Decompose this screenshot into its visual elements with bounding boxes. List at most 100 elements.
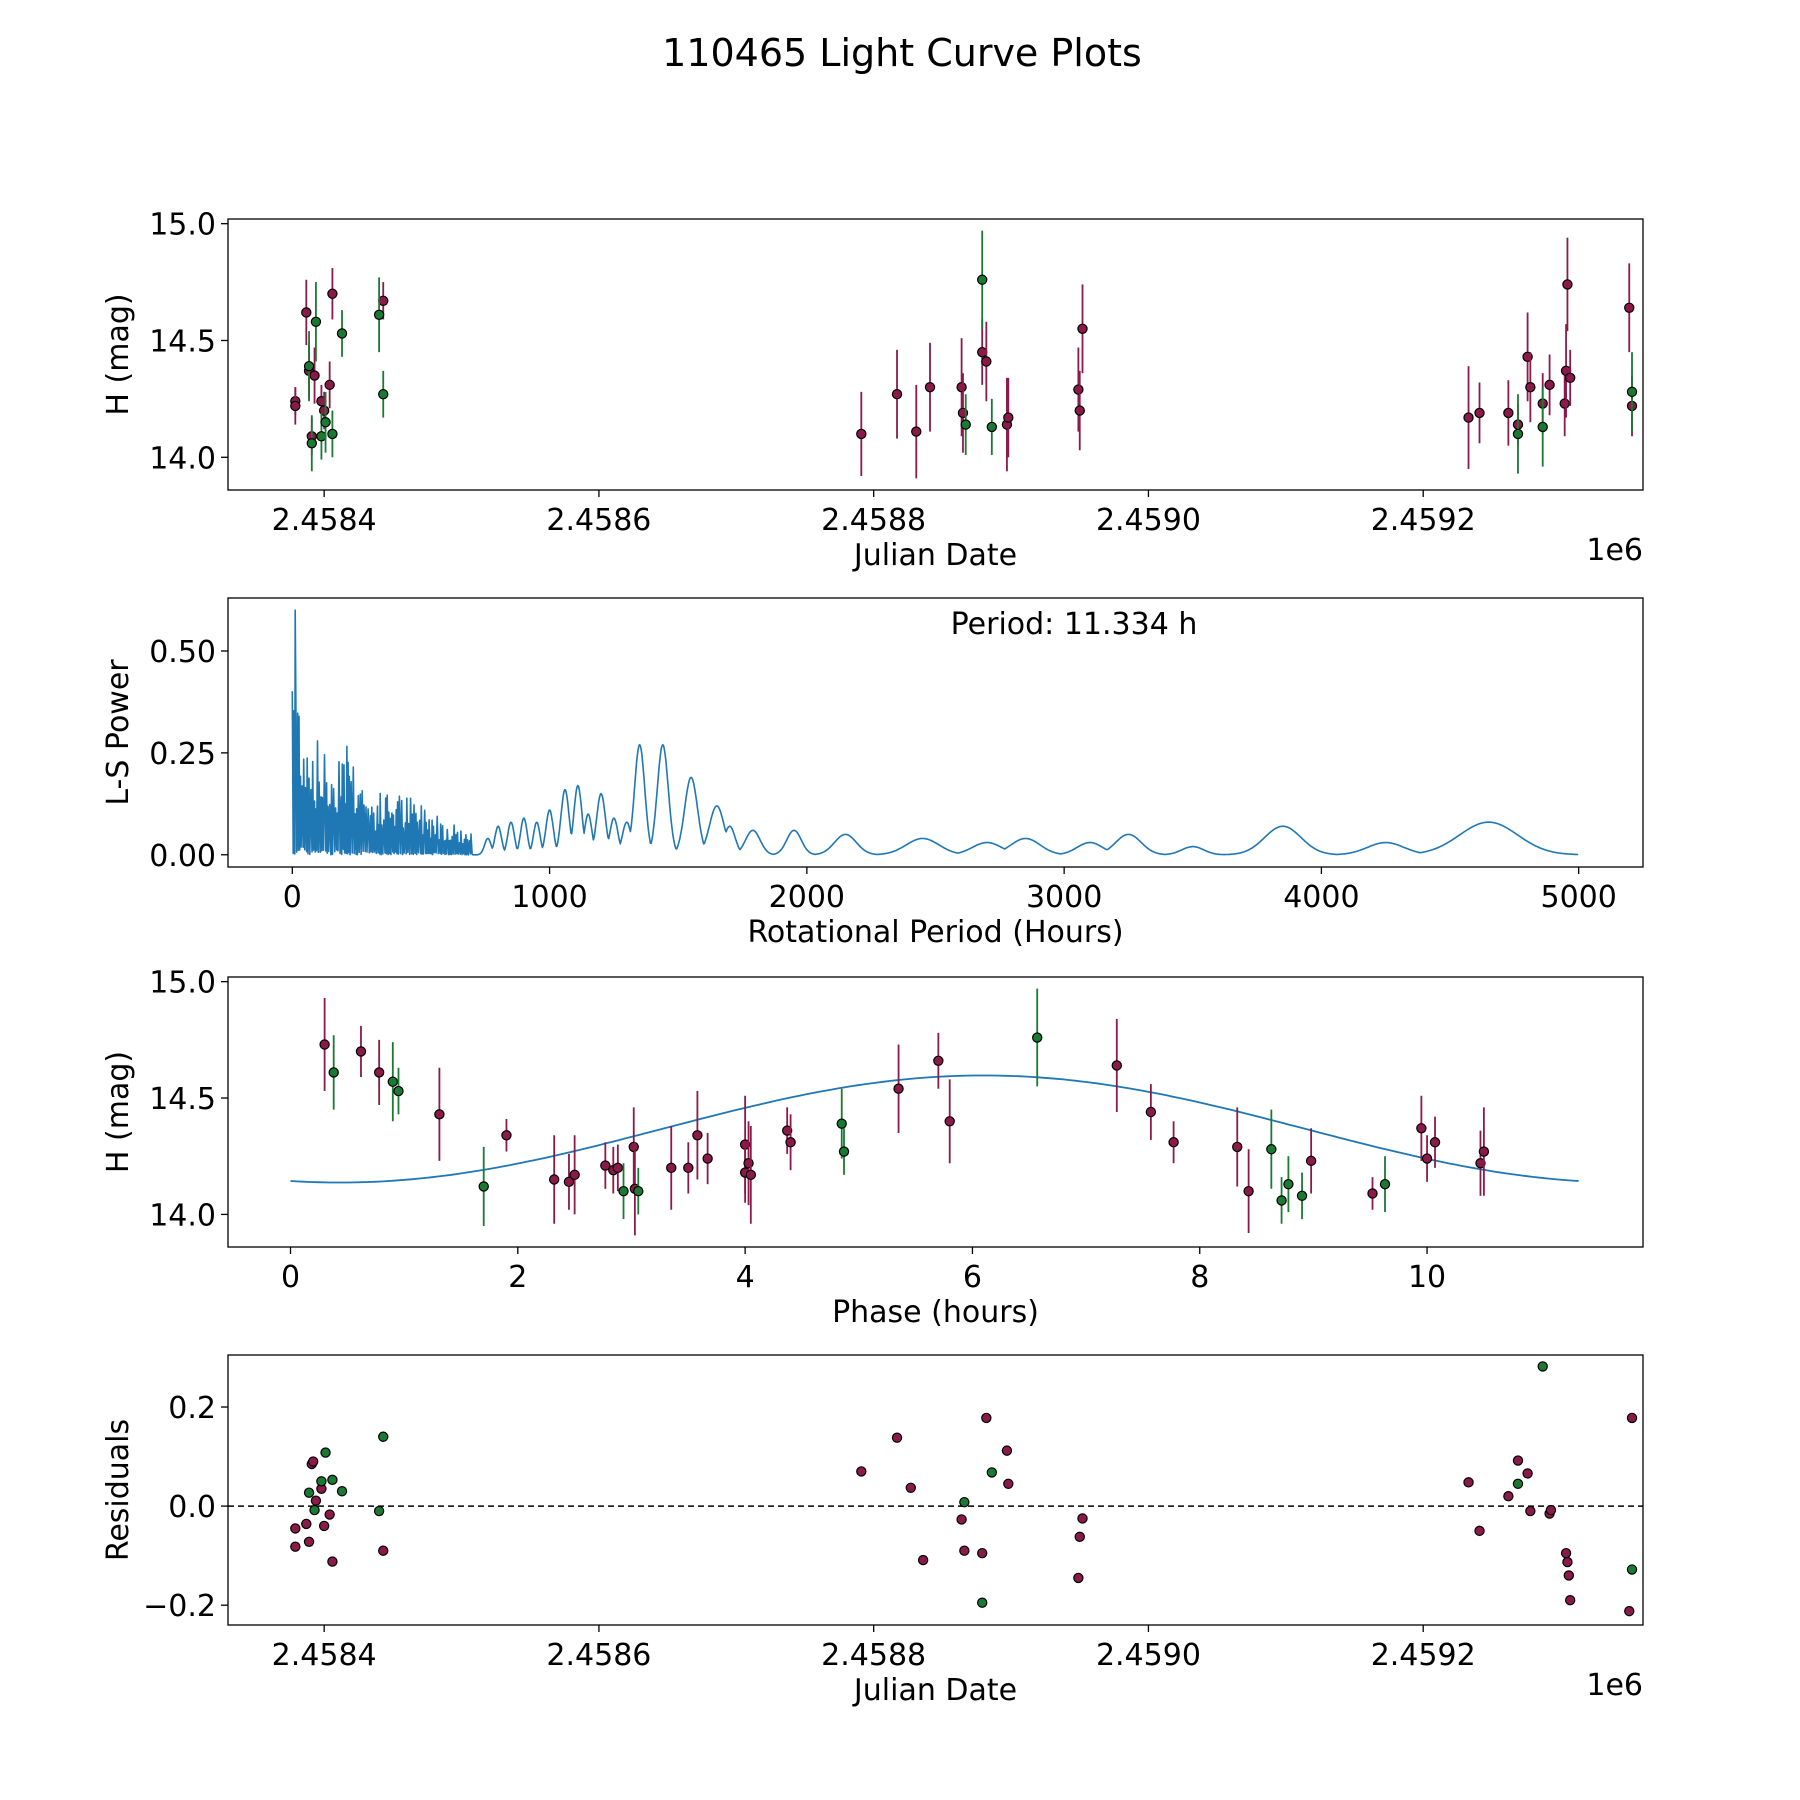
data-point <box>933 1055 944 1066</box>
data-point <box>320 1447 331 1458</box>
data-point <box>501 1130 512 1141</box>
data-point <box>1537 1361 1548 1372</box>
data-point <box>1073 1572 1084 1584</box>
data-point <box>1077 323 1088 335</box>
data-point <box>924 382 936 393</box>
data-point <box>959 1496 970 1508</box>
data-point <box>327 1556 338 1567</box>
x-axis-label: Rotational Period (Hours) <box>747 915 1123 950</box>
data-point <box>1560 1547 1572 1559</box>
y-tick-label: 0.25 <box>149 737 216 772</box>
data-point <box>981 356 992 367</box>
x-offset-label: 1e6 <box>1586 1668 1643 1703</box>
y-tick-label: 14.0 <box>149 1198 216 1233</box>
data-point <box>781 1125 793 1136</box>
data-point <box>743 1158 754 1169</box>
data-point <box>1266 1144 1277 1155</box>
data-point <box>318 1520 330 1532</box>
periodogram-line <box>291 609 1579 856</box>
data-point <box>1564 372 1576 384</box>
x-offset-label: 1e6 <box>1586 533 1643 568</box>
data-point <box>1624 1605 1635 1617</box>
data-point <box>548 1174 560 1185</box>
series-1 <box>290 1412 1638 1617</box>
data-point <box>327 288 338 299</box>
y-tick-label: 14.0 <box>149 441 216 476</box>
data-point <box>1003 1478 1014 1490</box>
data-point <box>633 1185 644 1197</box>
data-point <box>702 1153 713 1164</box>
data-point <box>1512 1455 1524 1466</box>
x-tick-label: 1000 <box>511 880 587 915</box>
y-axis-label: H (mag) <box>101 1051 136 1173</box>
data-point <box>373 309 385 320</box>
data-point <box>324 379 335 391</box>
x-tick-label: 2 <box>508 1260 527 1295</box>
data-point <box>301 1518 312 1530</box>
y-tick-label: −0.2 <box>143 1589 216 1624</box>
data-point <box>666 1162 677 1174</box>
x-tick-label: 2.4592 <box>1371 1638 1476 1673</box>
data-point <box>373 1067 385 1078</box>
x-tick-label: 2.4590 <box>1096 1638 1201 1673</box>
plot-frame <box>227 1354 1644 1626</box>
data-point <box>838 1146 850 1157</box>
data-point <box>306 438 318 449</box>
data-point <box>893 1083 904 1094</box>
y-tick-label: 0.2 <box>168 1391 216 1426</box>
data-point <box>1478 1146 1490 1157</box>
data-point <box>1073 384 1084 395</box>
data-point <box>1562 279 1573 290</box>
figure-title: 110465 Light Curve Plots <box>662 31 1142 75</box>
x-tick-label: 2.4586 <box>546 1638 651 1673</box>
data-point <box>327 1474 338 1486</box>
x-tick-label: 0 <box>283 880 302 915</box>
periodogram-panel: 0 1000 2000 3000 4000 5000 0.00 0.25 0.50 Rotatio… <box>101 597 1644 950</box>
light-curve-panel: 2.4584 2.4586 2.4588 2.4590 2.4592 14.0 14.5 15… <box>101 208 1644 573</box>
data-point <box>612 1162 624 1174</box>
data-point <box>1626 386 1638 398</box>
data-point <box>1563 1570 1575 1581</box>
data-point <box>1463 1477 1474 1488</box>
y-axis-label: Residuals <box>101 1419 136 1561</box>
sine-fit-line <box>290 1074 1579 1184</box>
data-point <box>303 1536 315 1547</box>
x-tick-label: 2.4584 <box>272 1638 377 1673</box>
x-tick-label: 4000 <box>1283 880 1359 915</box>
data-point <box>318 405 330 416</box>
x-tick-label: 2.4592 <box>1371 503 1476 538</box>
data-point <box>1145 1106 1157 1118</box>
data-point <box>977 274 988 285</box>
data-point <box>434 1109 445 1120</box>
data-point <box>307 1456 319 1467</box>
data-point <box>319 1039 330 1050</box>
data-point <box>569 1169 580 1181</box>
data-point <box>1429 1137 1441 1148</box>
data-point <box>1463 412 1474 423</box>
x-tick-label: 2000 <box>769 880 845 915</box>
x-tick-label: 2.4588 <box>821 1638 926 1673</box>
data-point <box>309 370 320 381</box>
y-tick-label: 14.5 <box>149 324 216 359</box>
period-annotation: Period: 11.334 h <box>951 607 1198 642</box>
data-point <box>856 1466 867 1477</box>
plot-frame <box>227 597 1644 868</box>
data-point <box>336 328 348 339</box>
data-point <box>1474 1525 1485 1537</box>
y-tick-label: 15.0 <box>149 208 216 243</box>
data-point <box>1512 428 1524 440</box>
data-point <box>290 1523 301 1534</box>
data-point <box>393 1085 404 1097</box>
data-point <box>692 1130 703 1141</box>
plot-frame <box>227 976 1644 1248</box>
data-point <box>960 419 971 430</box>
data-point <box>316 1476 327 1487</box>
data-point <box>977 346 988 358</box>
data-point <box>1276 1195 1287 1206</box>
x-tick-label: 8 <box>1190 1260 1209 1295</box>
data-point <box>563 1176 575 1188</box>
data-point <box>378 1545 389 1556</box>
y-axis-label: H (mag) <box>101 293 136 415</box>
x-tick-label: 2.4590 <box>1096 503 1201 538</box>
